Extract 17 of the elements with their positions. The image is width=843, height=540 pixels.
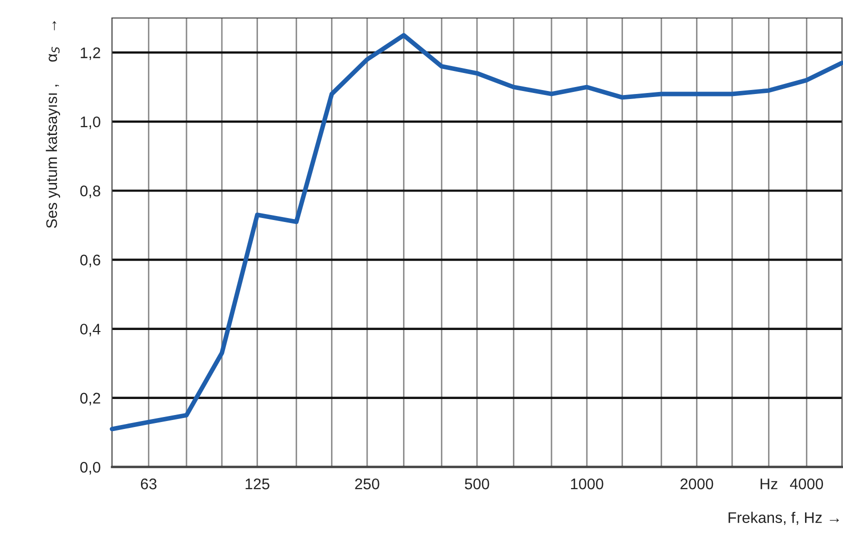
x-tick-label: 4000 bbox=[790, 478, 824, 490]
x-tick-label: 250 bbox=[355, 478, 380, 490]
y-tick-label: 0,6 bbox=[80, 254, 100, 268]
y-tick-label: 0,2 bbox=[80, 392, 100, 406]
y-tick-label: 0,8 bbox=[80, 186, 100, 198]
y-tick-label: 0,0 bbox=[80, 462, 100, 474]
x-tick-label: Hz bbox=[760, 478, 778, 490]
x-axis-title: Frekans, f, Hz → bbox=[728, 512, 839, 525]
x-tick-label: 125 bbox=[246, 478, 270, 490]
x-tick-label: 63 bbox=[140, 478, 156, 490]
x-tick-label: 1000 bbox=[571, 478, 604, 490]
y-tick-label: 0,4 bbox=[80, 324, 100, 336]
x-tick-label: 500 bbox=[464, 478, 490, 490]
y-tick-label: 1,2 bbox=[80, 47, 100, 60]
y-tick-label: 1,0 bbox=[80, 116, 100, 130]
x-tick-label: 2000 bbox=[680, 478, 714, 490]
text: Ses yutum katsayısı , α$_{S}$ → bbox=[46, 21, 60, 228]
